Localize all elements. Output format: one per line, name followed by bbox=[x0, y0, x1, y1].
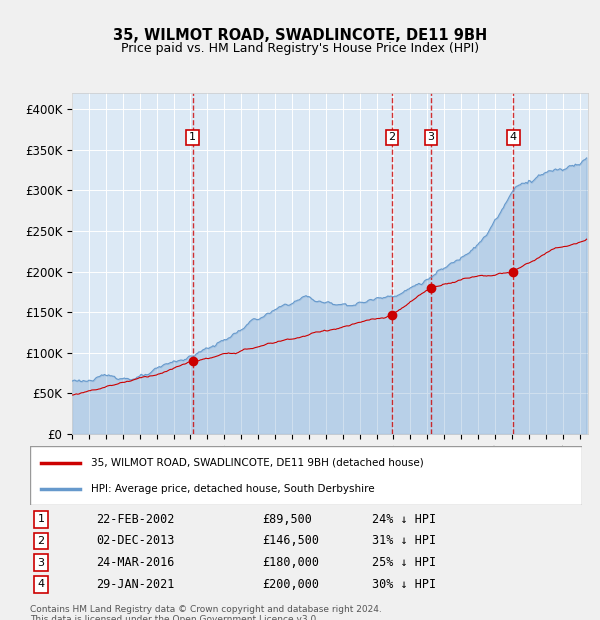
Text: 24-MAR-2016: 24-MAR-2016 bbox=[96, 556, 175, 569]
Text: £200,000: £200,000 bbox=[262, 578, 319, 591]
Text: 22-FEB-2002: 22-FEB-2002 bbox=[96, 513, 175, 526]
Text: 25% ↓ HPI: 25% ↓ HPI bbox=[372, 556, 436, 569]
Text: 2: 2 bbox=[389, 132, 395, 143]
Text: 2: 2 bbox=[37, 536, 44, 546]
Text: Price paid vs. HM Land Registry's House Price Index (HPI): Price paid vs. HM Land Registry's House … bbox=[121, 42, 479, 55]
Text: 1: 1 bbox=[38, 514, 44, 525]
Text: 35, WILMOT ROAD, SWADLINCOTE, DE11 9BH (detached house): 35, WILMOT ROAD, SWADLINCOTE, DE11 9BH (… bbox=[91, 458, 424, 468]
Text: 3: 3 bbox=[428, 132, 434, 143]
Text: 31% ↓ HPI: 31% ↓ HPI bbox=[372, 534, 436, 547]
Text: 30% ↓ HPI: 30% ↓ HPI bbox=[372, 578, 436, 591]
Text: £89,500: £89,500 bbox=[262, 513, 312, 526]
Text: 3: 3 bbox=[38, 557, 44, 568]
Text: 29-JAN-2021: 29-JAN-2021 bbox=[96, 578, 175, 591]
FancyBboxPatch shape bbox=[30, 446, 582, 505]
Text: 35, WILMOT ROAD, SWADLINCOTE, DE11 9BH: 35, WILMOT ROAD, SWADLINCOTE, DE11 9BH bbox=[113, 28, 487, 43]
Text: £180,000: £180,000 bbox=[262, 556, 319, 569]
Text: 24% ↓ HPI: 24% ↓ HPI bbox=[372, 513, 436, 526]
Text: HPI: Average price, detached house, South Derbyshire: HPI: Average price, detached house, Sout… bbox=[91, 484, 374, 494]
Text: 1: 1 bbox=[189, 132, 196, 143]
Text: £146,500: £146,500 bbox=[262, 534, 319, 547]
Text: 4: 4 bbox=[37, 579, 44, 590]
Text: Contains HM Land Registry data © Crown copyright and database right 2024.
This d: Contains HM Land Registry data © Crown c… bbox=[30, 604, 382, 620]
Text: 02-DEC-2013: 02-DEC-2013 bbox=[96, 534, 175, 547]
Text: 4: 4 bbox=[509, 132, 517, 143]
